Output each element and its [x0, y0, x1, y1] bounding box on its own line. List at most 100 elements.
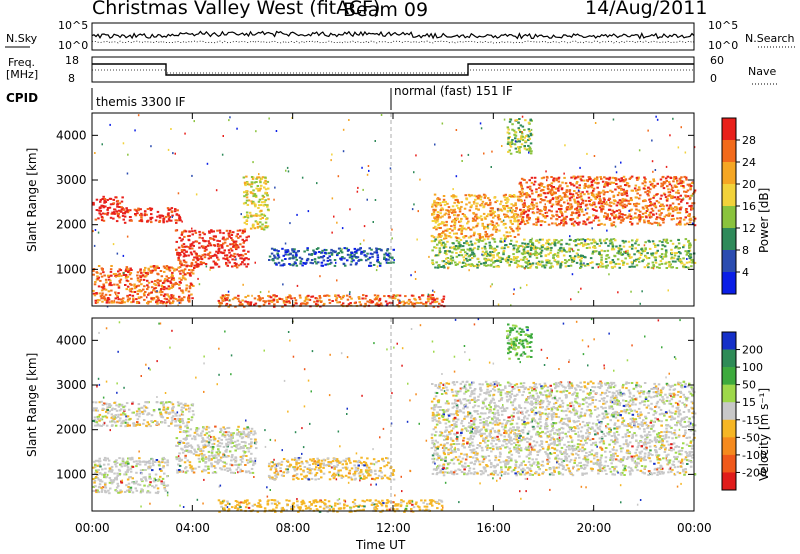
- range-cell: [182, 442, 186, 444]
- range-cell: [593, 245, 596, 248]
- range-cell: [488, 244, 492, 247]
- range-cell: [595, 196, 598, 199]
- range-cell: [247, 199, 251, 202]
- range-cell: [376, 256, 380, 259]
- range-cell: [123, 272, 125, 275]
- range-cell: [502, 249, 506, 252]
- range-cell: [467, 255, 471, 258]
- range-cell: [526, 213, 530, 216]
- range-cell: [519, 258, 523, 261]
- range-cell: [340, 251, 344, 254]
- range-cell: [599, 199, 602, 202]
- range-cell: [143, 285, 146, 288]
- range-cell: [359, 303, 363, 306]
- range-cell: [165, 275, 168, 278]
- range-cell: [563, 192, 566, 195]
- range-cell: [509, 235, 512, 237]
- range-cell: [104, 212, 107, 215]
- range-cell: [525, 181, 528, 184]
- range-cell: [542, 176, 546, 179]
- range-cell: [383, 253, 386, 256]
- range-cell: [570, 176, 573, 179]
- range-cell: [674, 176, 678, 178]
- range-cell: [167, 213, 170, 216]
- range-cell: [638, 214, 641, 216]
- range-cell: [436, 197, 439, 200]
- range-cell: [618, 215, 621, 218]
- range-cell: [609, 242, 612, 245]
- range-cell: [484, 259, 488, 262]
- range-cell: [200, 245, 204, 248]
- range-cell: [172, 278, 176, 281]
- range-cell: [201, 430, 204, 433]
- range-cell: [249, 457, 252, 460]
- range-cell: [442, 195, 446, 197]
- range-cell: [114, 273, 118, 276]
- range-cell: [247, 436, 250, 439]
- range-cell: [666, 185, 669, 188]
- range-cell: [227, 441, 230, 444]
- range-cell: [649, 183, 653, 186]
- range-cell: [540, 182, 544, 185]
- range-cell: [416, 238, 418, 241]
- range-cell: [100, 267, 104, 270]
- range-cell: [591, 251, 595, 254]
- range-cell: [667, 289, 669, 292]
- range-cell: [684, 216, 687, 219]
- range-cell: [514, 131, 517, 134]
- range-cell: [442, 260, 446, 263]
- range-cell: [590, 186, 594, 189]
- range-cell: [128, 424, 131, 427]
- range-cell: [433, 193, 437, 196]
- range-cell: [502, 234, 506, 237]
- range-cell: [473, 232, 476, 235]
- range-cell: [106, 199, 109, 201]
- range-cell: [197, 465, 201, 468]
- range-cell: [459, 244, 462, 247]
- range-cell: [527, 135, 531, 138]
- range-cell: [667, 188, 670, 191]
- range-cell: [235, 468, 238, 471]
- range-cell: [110, 265, 113, 267]
- range-cell: [592, 246, 595, 249]
- range-cell: [124, 425, 127, 428]
- range-cell: [93, 407, 96, 410]
- range-cell: [605, 181, 608, 184]
- range-cell: [618, 244, 622, 247]
- range-cell: [514, 140, 517, 143]
- range-cell: [108, 492, 111, 495]
- range-cell: [455, 252, 458, 254]
- range-cell: [337, 252, 341, 254]
- range-cell: [531, 201, 534, 204]
- range-cell: [539, 189, 543, 192]
- range-cell: [577, 243, 580, 245]
- range-cell: [176, 209, 179, 212]
- range-cell: [677, 255, 680, 258]
- range-cell: [112, 415, 115, 418]
- range-cell: [530, 181, 534, 184]
- range-cell: [530, 128, 533, 131]
- range-cell: [555, 200, 558, 203]
- range-cell: [588, 203, 592, 206]
- range-cell: [452, 194, 455, 197]
- range-cell: [207, 468, 210, 470]
- range-cell: [504, 258, 507, 261]
- range-cell: [536, 218, 540, 221]
- range-cell: [682, 181, 685, 184]
- range-cell: [456, 199, 459, 202]
- range-cell: [484, 230, 487, 233]
- range-cell: [655, 212, 658, 215]
- range-cell: [679, 252, 682, 255]
- range-cell: [313, 250, 315, 253]
- range-cell: [167, 215, 171, 218]
- range-cell: [453, 201, 456, 204]
- range-cell: [467, 226, 470, 229]
- range-cell: [555, 261, 559, 263]
- range-cell: [481, 222, 484, 225]
- range-cell: [575, 252, 579, 255]
- range-cell: [98, 419, 101, 422]
- range-cell: [362, 250, 366, 253]
- range-cell: [575, 222, 579, 225]
- range-cell: [213, 465, 216, 468]
- range-cell: [192, 258, 195, 261]
